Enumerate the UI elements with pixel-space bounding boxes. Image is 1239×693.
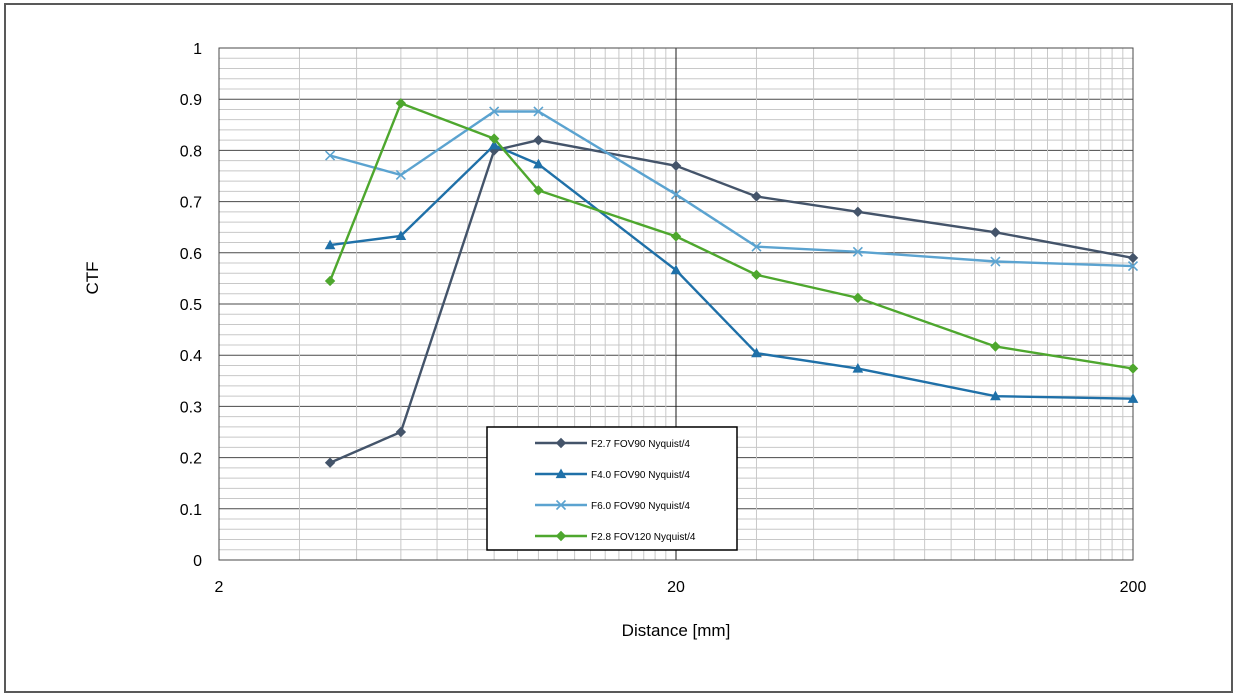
data-point: [488, 139, 500, 150]
data-point: [990, 227, 1001, 238]
data-point: [489, 106, 500, 117]
y-tick-label: 0.9: [180, 92, 202, 109]
legend-label: F4.0 FOV90 Nyquist/4: [591, 470, 690, 481]
y-tick-label: 0.7: [180, 195, 202, 212]
x-tick-label: 2: [215, 579, 224, 596]
axes: 0 0.1 0.2 0.3 0.4 0.5 0.6 0.7 0.8 0.9 1 2 20 200: [180, 41, 1147, 596]
y-tick-label: 0: [193, 553, 202, 570]
data-point: [1127, 393, 1139, 403]
legend-label: F2.7 FOV90 Nyquist/4: [591, 439, 690, 450]
legend-box: [486, 426, 738, 551]
data-point: [751, 269, 762, 281]
y-axis-label: CTF: [83, 261, 102, 294]
y-tick-label: 0.2: [180, 451, 202, 468]
legend-label: F2.8 FOV120 Nyquist/4: [591, 532, 696, 543]
data-point: [395, 230, 407, 241]
y-tick-label: 0.1: [180, 502, 202, 519]
legend: F2.7 FOV90 Nyquist/4 F4.0 FOV90 Nyquist/4…: [486, 426, 738, 551]
legend-label: F6.0 FOV90 Nyquist/4: [591, 501, 690, 512]
legend-marker: [555, 468, 567, 479]
data-point: [852, 206, 864, 218]
data-point: [670, 264, 682, 275]
data-point: [325, 150, 336, 161]
data-point: [533, 158, 544, 169]
y-tick-label: 1: [193, 41, 202, 58]
series-line: [329, 143, 1134, 400]
x-tick-label: 20: [667, 579, 685, 596]
data-point: [751, 241, 762, 252]
series-2: [324, 139, 1139, 403]
data-point: [533, 134, 544, 146]
series-3: [325, 106, 1139, 272]
data-point: [488, 133, 500, 144]
data-point: [751, 191, 762, 202]
data-point: [1127, 363, 1139, 374]
data-point: [670, 231, 682, 242]
series-1: [324, 134, 1139, 468]
data-point: [395, 426, 407, 438]
data-point: [1127, 261, 1139, 272]
data-point: [990, 341, 1001, 352]
data-point: [852, 292, 864, 304]
y-tick-label: 0.5: [180, 297, 202, 314]
data-point: [324, 457, 336, 468]
data-point: [395, 169, 406, 181]
data-point: [324, 239, 336, 250]
data-point: [990, 390, 1001, 401]
data-point: [852, 362, 864, 373]
y-tick-label: 0.4: [180, 348, 202, 365]
x-axis-label: Distance [mm]: [622, 621, 731, 640]
series: [324, 98, 1139, 468]
data-point: [533, 185, 544, 196]
y-tick-label: 0.3: [180, 399, 202, 416]
legend-marker: [555, 499, 567, 511]
y-tick-label: 0.6: [180, 246, 202, 263]
data-point: [533, 106, 544, 117]
ctf-line-chart: 0 0.1 0.2 0.3 0.4 0.5 0.6 0.7 0.8 0.9 1 2 20 200 F2.7…: [83, 41, 1147, 640]
data-point: [1127, 252, 1139, 264]
x-tick-label: 200: [1120, 579, 1147, 596]
y-tick-label: 0.8: [180, 143, 202, 160]
series-4: [324, 98, 1139, 374]
legend-marker: [555, 530, 567, 542]
data-point: [324, 275, 336, 287]
data-point: [852, 246, 863, 257]
data-point: [670, 160, 682, 171]
data-point: [670, 189, 682, 200]
data-point: [751, 347, 762, 358]
data-point: [990, 256, 1001, 267]
legend-marker: [555, 437, 567, 449]
data-point: [395, 98, 407, 109]
plot-area-border: [218, 47, 1134, 561]
